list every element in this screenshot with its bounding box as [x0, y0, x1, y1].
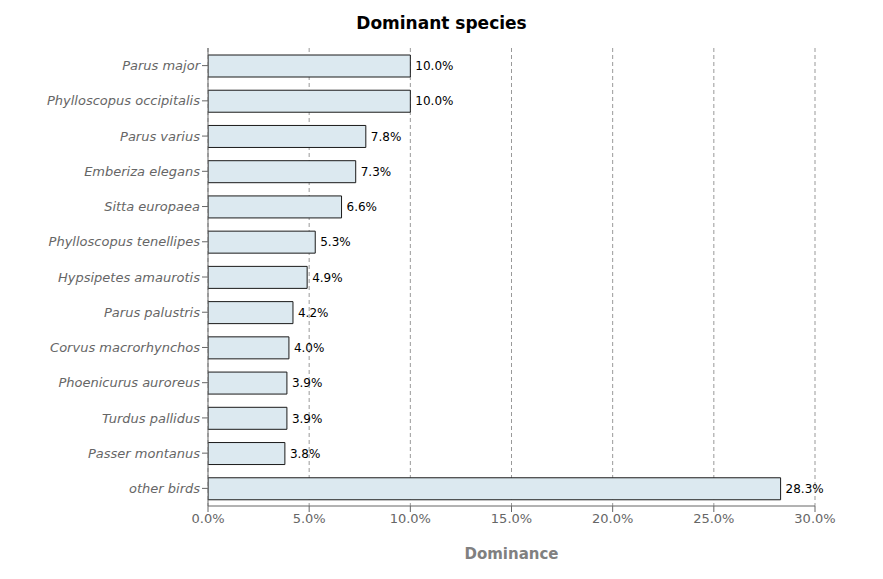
svg-text:4.9%: 4.9% — [312, 271, 343, 285]
svg-text:Parus palustris: Parus palustris — [104, 305, 200, 320]
svg-text:5.3%: 5.3% — [320, 235, 351, 249]
svg-text:Dominance: Dominance — [464, 545, 558, 563]
svg-text:3.9%: 3.9% — [292, 412, 323, 426]
svg-text:15.0%: 15.0% — [491, 511, 532, 526]
svg-text:4.0%: 4.0% — [294, 341, 325, 355]
svg-text:Hypsipetes amaurotis: Hypsipetes amaurotis — [58, 270, 200, 285]
svg-text:20.0%: 20.0% — [592, 511, 633, 526]
svg-text:7.3%: 7.3% — [361, 165, 392, 179]
svg-text:Passer montanus: Passer montanus — [88, 446, 200, 461]
svg-text:25.0%: 25.0% — [693, 511, 734, 526]
html-text:Dominant species: Dominant species — [356, 13, 527, 33]
svg-text:Emberiza elegans: Emberiza elegans — [84, 164, 200, 179]
svg-text:Sitta europaea: Sitta europaea — [104, 199, 200, 214]
svg-text:Phylloscopus tenellipes: Phylloscopus tenellipes — [49, 234, 201, 249]
svg-text:7.8%: 7.8% — [371, 130, 402, 144]
svg-text:Parus varius: Parus varius — [120, 129, 200, 144]
svg-text:10.0%: 10.0% — [390, 511, 431, 526]
svg-text:0.0%: 0.0% — [191, 511, 224, 526]
svg-text:30.0%: 30.0% — [794, 511, 835, 526]
svg-text:Phoenicurus auroreus: Phoenicurus auroreus — [58, 375, 200, 390]
svg-text:3.8%: 3.8% — [290, 447, 321, 461]
svg-text:4.2%: 4.2% — [298, 306, 329, 320]
svg-text:6.6%: 6.6% — [347, 200, 378, 214]
svg-text:Corvus macrorhynchos: Corvus macrorhynchos — [50, 340, 200, 355]
svg-text:Phylloscopus occipitalis: Phylloscopus occipitalis — [47, 93, 200, 108]
svg-text:5.0%: 5.0% — [293, 511, 326, 526]
svg-text:28.3%: 28.3% — [786, 482, 824, 496]
svg-text:other birds: other birds — [129, 481, 200, 496]
svg-text:3.9%: 3.9% — [292, 376, 323, 390]
svg-text:Turdus pallidus: Turdus pallidus — [102, 411, 200, 426]
svg-text:Parus major: Parus major — [122, 58, 201, 73]
svg-text:10.0%: 10.0% — [415, 94, 453, 108]
svg-text:10.0%: 10.0% — [415, 59, 453, 73]
